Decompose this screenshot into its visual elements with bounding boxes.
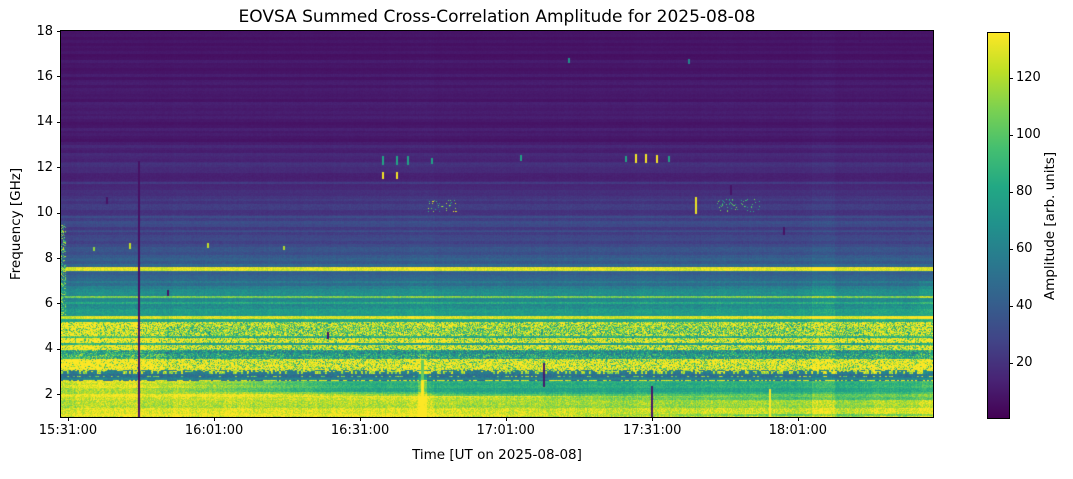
y-tick-label: 10 [36, 205, 53, 221]
y-tick-mark [57, 76, 61, 78]
colorbar [987, 32, 1010, 419]
x-tick-mark [360, 417, 362, 421]
colorbar-tick-mark [1009, 191, 1013, 193]
y-tick-mark [57, 31, 61, 32]
y-tick-mark [57, 303, 61, 305]
colorbar-tick-label: 80 [1016, 184, 1033, 200]
y-tick-mark [57, 348, 61, 350]
y-tick-label: 16 [36, 68, 53, 84]
x-tick-label: 15:31:00 [38, 423, 98, 438]
y-axis-label: Frequency [GHz] [8, 167, 24, 281]
y-tick-label: 8 [44, 250, 53, 266]
y-tick-label: 2 [44, 386, 53, 402]
colorbar-gradient [988, 33, 1009, 418]
x-tick-mark [505, 417, 507, 421]
y-tick-label: 12 [36, 159, 53, 175]
x-tick-label: 17:31:00 [623, 423, 682, 438]
colorbar-tick-mark [1009, 248, 1013, 250]
x-tick-label: 16:01:00 [184, 423, 244, 438]
x-axis-label: Time [UT on 2025-08-08] [412, 447, 582, 463]
y-tick-mark [57, 212, 61, 214]
x-tick-mark [652, 417, 654, 421]
x-tick-mark [67, 417, 69, 421]
y-tick-label: 18 [36, 23, 53, 39]
colorbar-tick-mark [1009, 77, 1013, 79]
y-tick-mark [57, 258, 61, 260]
y-tick-label: 6 [44, 295, 53, 311]
y-tick-mark [57, 167, 61, 169]
y-tick-mark [57, 121, 61, 123]
y-tick-mark [57, 394, 61, 396]
colorbar-label: Amplitude [arb. units] [1042, 151, 1058, 301]
x-tick-label: 18:01:00 [768, 423, 828, 438]
colorbar-tick-mark [1009, 305, 1013, 307]
x-tick-label: 17:01:00 [476, 423, 535, 438]
colorbar-tick-label: 120 [1016, 70, 1041, 86]
colorbar-tick-label: 100 [1016, 127, 1041, 143]
y-tick-label: 4 [44, 341, 53, 357]
colorbar-tick-mark [1009, 362, 1013, 364]
spectrogram-canvas [61, 31, 933, 417]
colorbar-tick-label: 40 [1016, 298, 1033, 314]
colorbar-tick-label: 20 [1016, 355, 1033, 371]
colorbar-tick-label: 60 [1016, 241, 1033, 257]
y-tick-label: 14 [36, 114, 53, 130]
x-tick-mark [214, 417, 216, 421]
x-tick-mark [797, 417, 799, 421]
plot-title: EOVSA Summed Cross-Correlation Amplitude… [238, 7, 756, 27]
x-tick-label: 16:31:00 [330, 423, 390, 438]
colorbar-tick-mark [1009, 134, 1013, 136]
